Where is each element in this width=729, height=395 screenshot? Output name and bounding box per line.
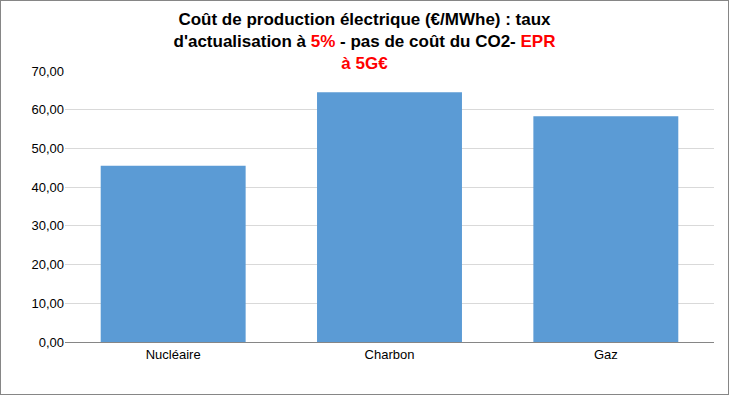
svg-text:Coût de production électrique: Coût de production électrique (€/MWhe) :…	[174, 10, 556, 73]
svg-text:50,00: 50,00	[31, 141, 64, 156]
svg-text:40,00: 40,00	[31, 180, 64, 195]
svg-text:30,00: 30,00	[31, 218, 64, 233]
svg-text:10,00: 10,00	[31, 296, 64, 311]
svg-text:Charbon: Charbon	[365, 347, 415, 362]
svg-text:60,00: 60,00	[31, 102, 64, 117]
svg-text:Nucléaire: Nucléaire	[146, 347, 201, 362]
svg-text:0,00: 0,00	[39, 335, 64, 350]
svg-text:20,00: 20,00	[31, 257, 64, 272]
svg-text:Gaz: Gaz	[594, 347, 618, 362]
svg-text:70,00: 70,00	[31, 64, 64, 79]
